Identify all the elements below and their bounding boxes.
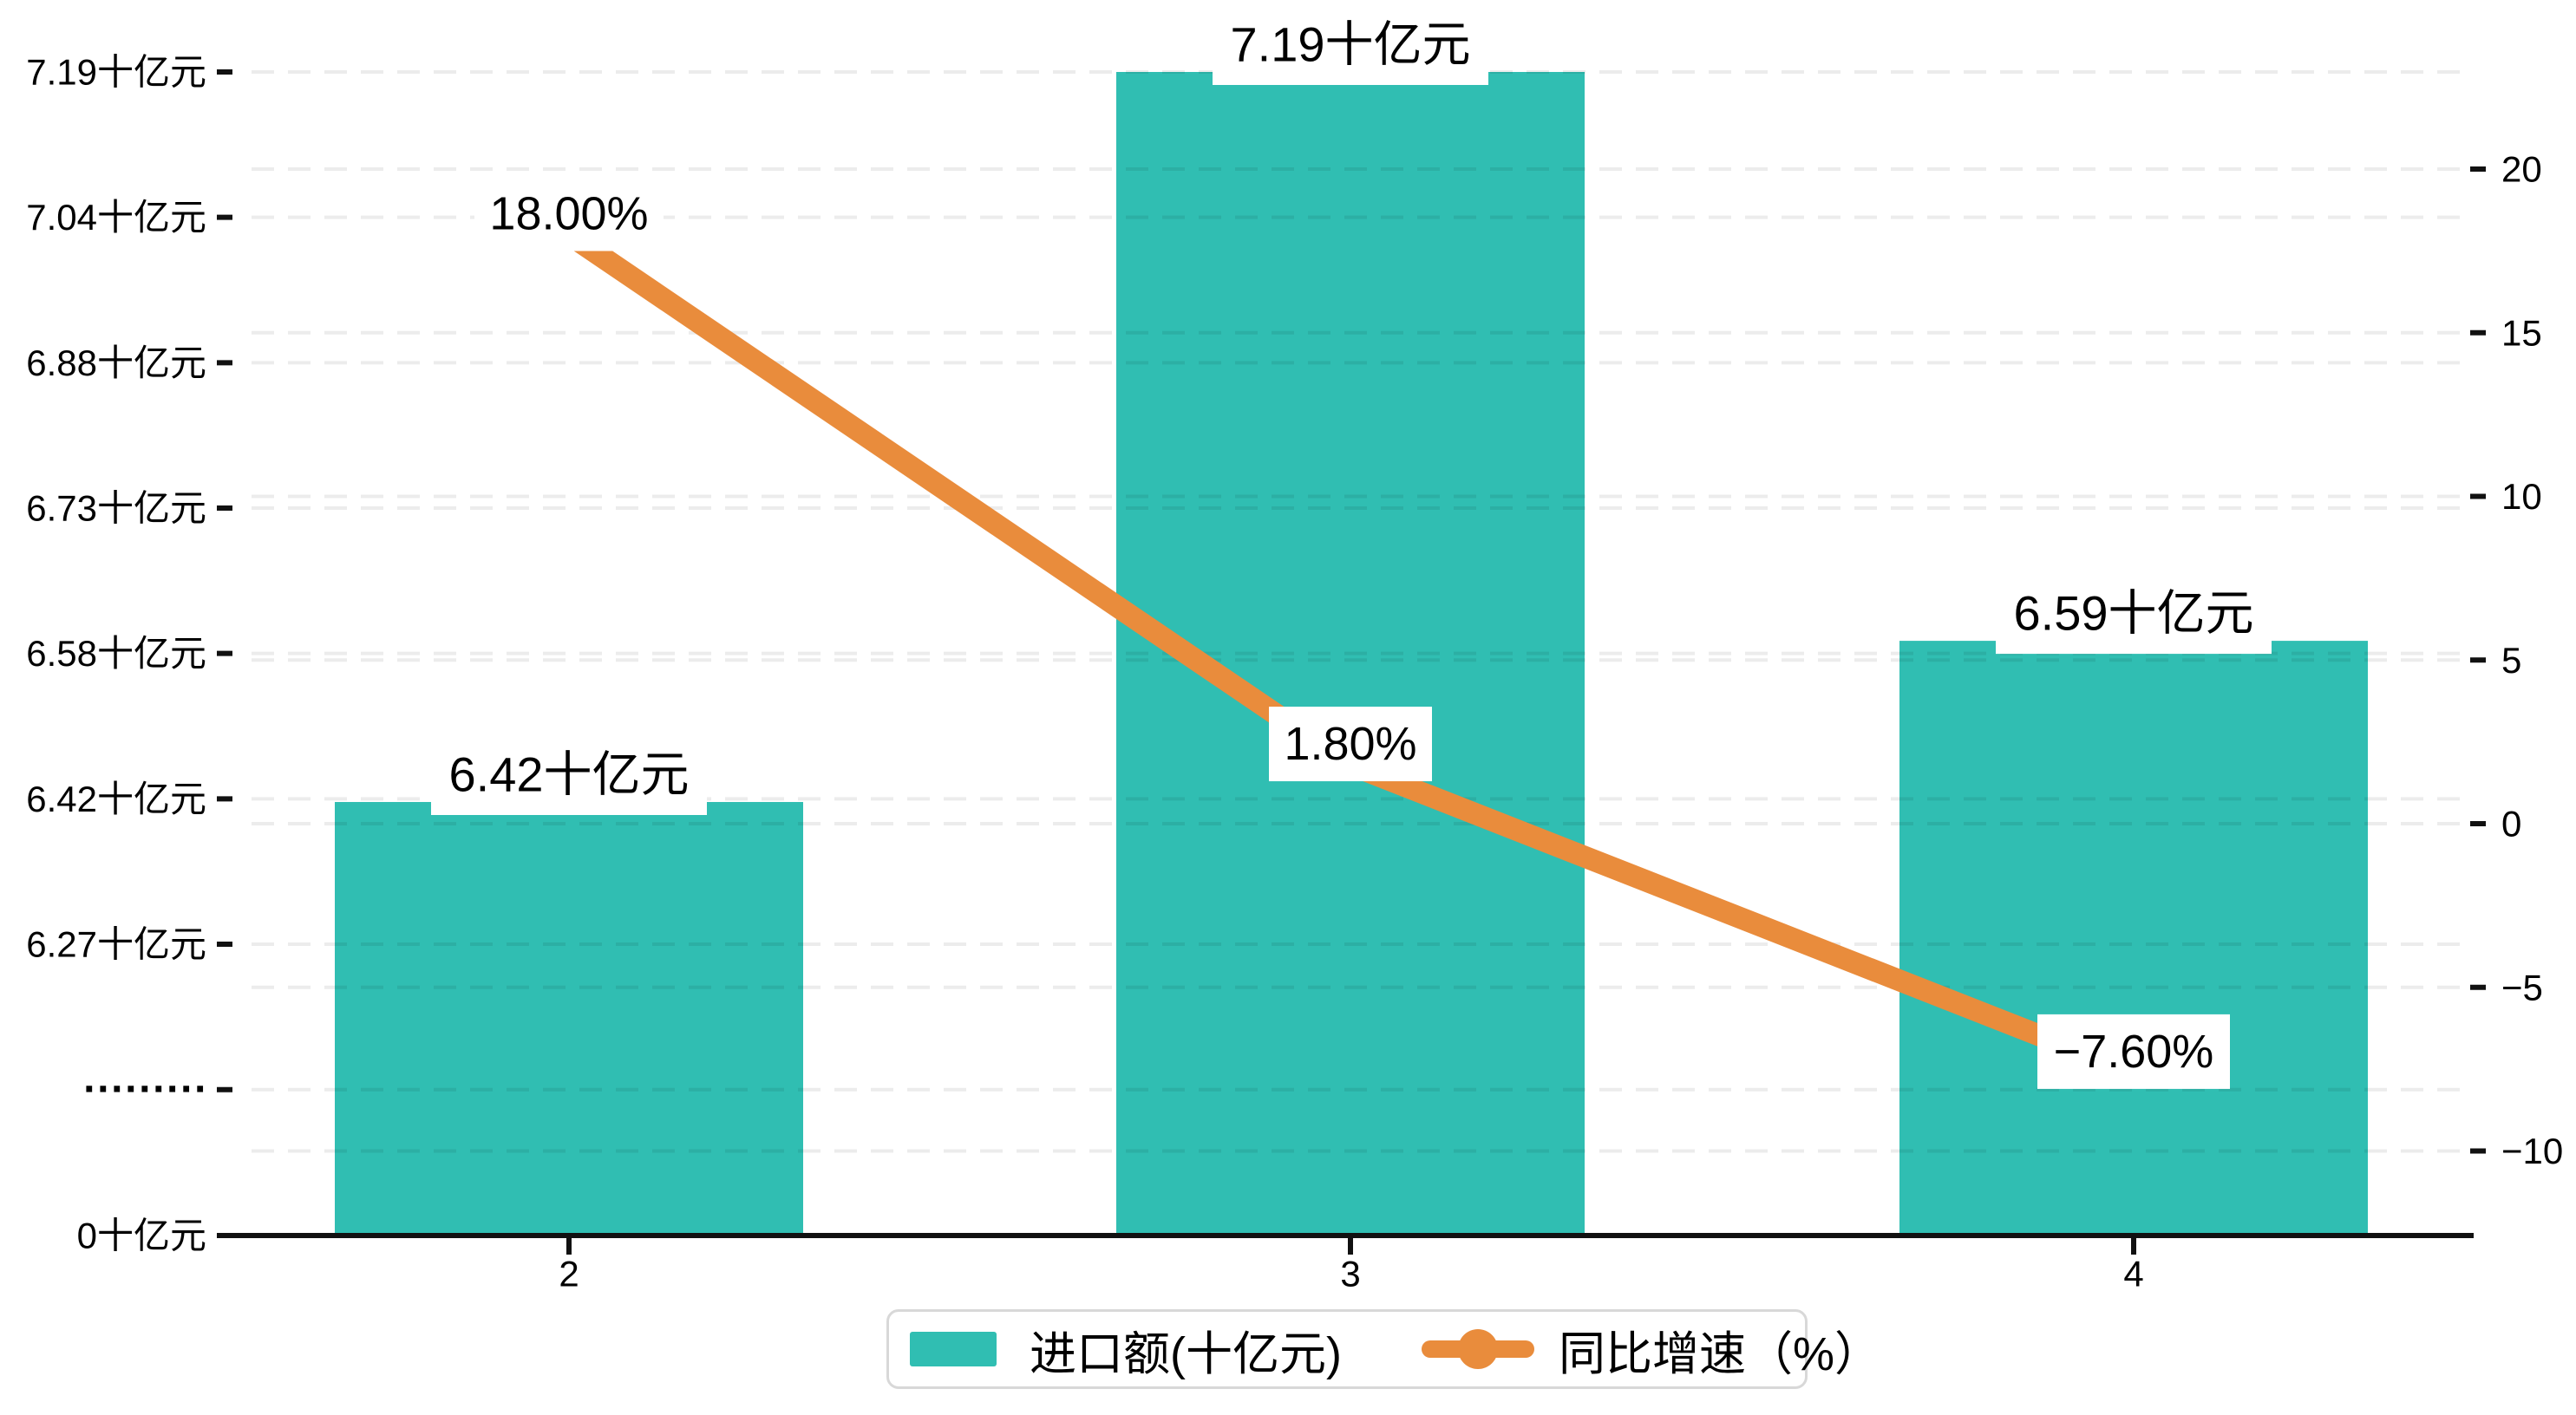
right-axis-label: 15	[2501, 312, 2542, 353]
right-axis-label: 0	[2501, 804, 2521, 844]
bar-label-bg	[1996, 572, 2272, 655]
left-axis-label: 6.88十亿元	[26, 342, 206, 383]
x-tick-label-3: 3	[1340, 1254, 1360, 1294]
x-tick-label-4: 4	[2123, 1254, 2143, 1294]
left-axis-label: 6.58十亿元	[26, 633, 206, 674]
bar-value-label: 7.19十亿元	[1231, 17, 1471, 72]
legend-label-line-series[interactable]: 同比增速（%）	[1558, 1327, 1881, 1380]
bar-category-4[interactable]	[1899, 641, 2368, 1236]
bar-value-label: 6.59十亿元	[2014, 586, 2254, 641]
right-axis-label: 5	[2501, 640, 2521, 681]
bar-value-label: 6.42十亿元	[449, 747, 690, 801]
left-axis-break-dots: ·········	[83, 1066, 208, 1112]
legend-label-bar-series[interactable]: 进口额(十亿元)	[1030, 1327, 1342, 1380]
value-labels-layer: 6.42十亿元 7.19十亿元 6.59十亿元 18.00% 1.80% −7.60%	[431, 3, 2272, 1089]
line-label-bg	[2037, 1014, 2230, 1089]
right-axis-label: −5	[2501, 967, 2543, 1007]
bars-layer	[335, 72, 2368, 1236]
bar-label-bg	[431, 733, 707, 815]
axes-layer: 2 3 4 7.19十亿元 7.04十亿元 6.88十亿元 6.73十亿元 6.58十亿元 6.…	[26, 52, 2563, 1294]
left-axis-label: 7.04十亿元	[26, 197, 206, 238]
bar-series-swatch-icon[interactable]	[910, 1332, 997, 1366]
line-label-bg	[474, 176, 664, 251]
bar-label-bg	[1213, 3, 1488, 85]
line-value-label: 18.00%	[489, 188, 648, 240]
legend: 进口额(十亿元) 同比增速（%）	[886, 1309, 1881, 1389]
line-label-bg	[1269, 707, 1432, 782]
line-value-label: 1.80%	[1284, 718, 1416, 770]
line-value-label: −7.60%	[2054, 1026, 2214, 1078]
left-axis-zero-label: 0十亿元	[77, 1216, 206, 1256]
left-axis-label: 6.27十亿元	[26, 924, 206, 965]
x-tick-label-2: 2	[559, 1254, 579, 1294]
left-axis-label: 7.19十亿元	[26, 52, 206, 93]
bar-category-2[interactable]	[335, 801, 803, 1236]
left-axis-label: 6.42十亿元	[26, 779, 206, 819]
left-axis-label: 6.73十亿元	[26, 488, 206, 529]
line-series-marker-icon[interactable]	[1421, 1328, 1534, 1370]
right-axis-label: −10	[2501, 1131, 2563, 1171]
right-axis-label: 20	[2501, 149, 2542, 190]
right-axis-label: 10	[2501, 476, 2542, 517]
